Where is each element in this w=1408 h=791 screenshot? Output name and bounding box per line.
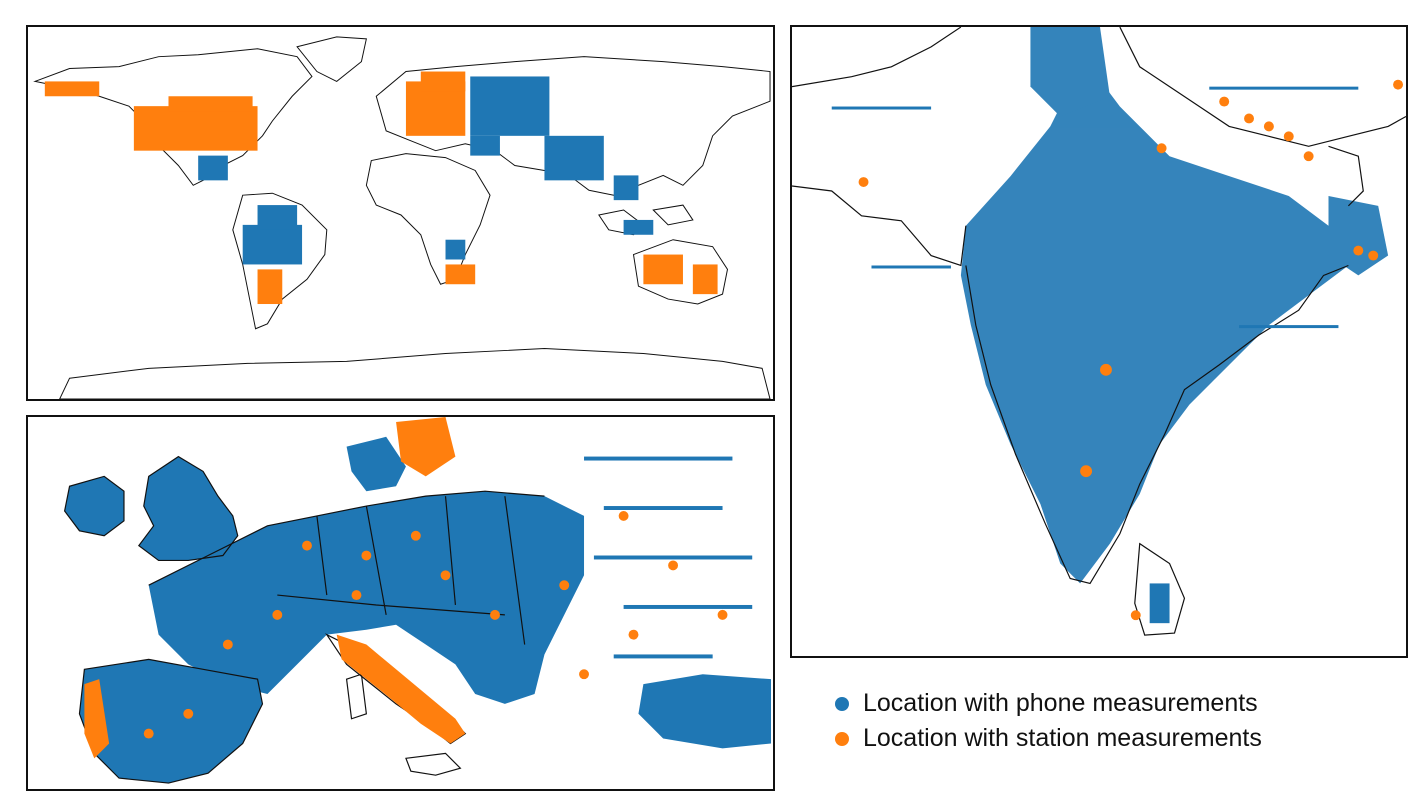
phone-area-europe [64,436,772,784]
phone-sparse-europe [584,456,753,659]
europe-map [63,417,772,784]
station-dots-world [44,71,718,305]
legend: Location with phone measurements Locatio… [835,686,1262,756]
phone-dots-world [198,76,654,265]
europe-map-panel[interactable] [26,415,775,791]
phone-marker-icon [835,696,849,711]
station-area-europe [84,417,728,759]
phone-area-india [960,27,1389,584]
world-map [33,36,771,399]
outlines-europe [63,455,545,784]
station-dots-india [858,79,1404,621]
legend-item-phone: Location with phone measurements [835,686,1262,721]
phone-sparse-india [831,86,1359,624]
legend-item-station: Location with station measurements [835,721,1262,756]
world-map-panel[interactable] [26,25,775,401]
south-asia-map [792,27,1406,636]
outlines-india [792,27,1406,636]
land-outlines [33,36,771,399]
legend-label-station: Location with station measurements [863,724,1262,752]
station-marker-icon [835,731,849,746]
legend-label-phone: Location with phone measurements [863,689,1258,717]
south-asia-map-panel[interactable] [790,25,1408,658]
